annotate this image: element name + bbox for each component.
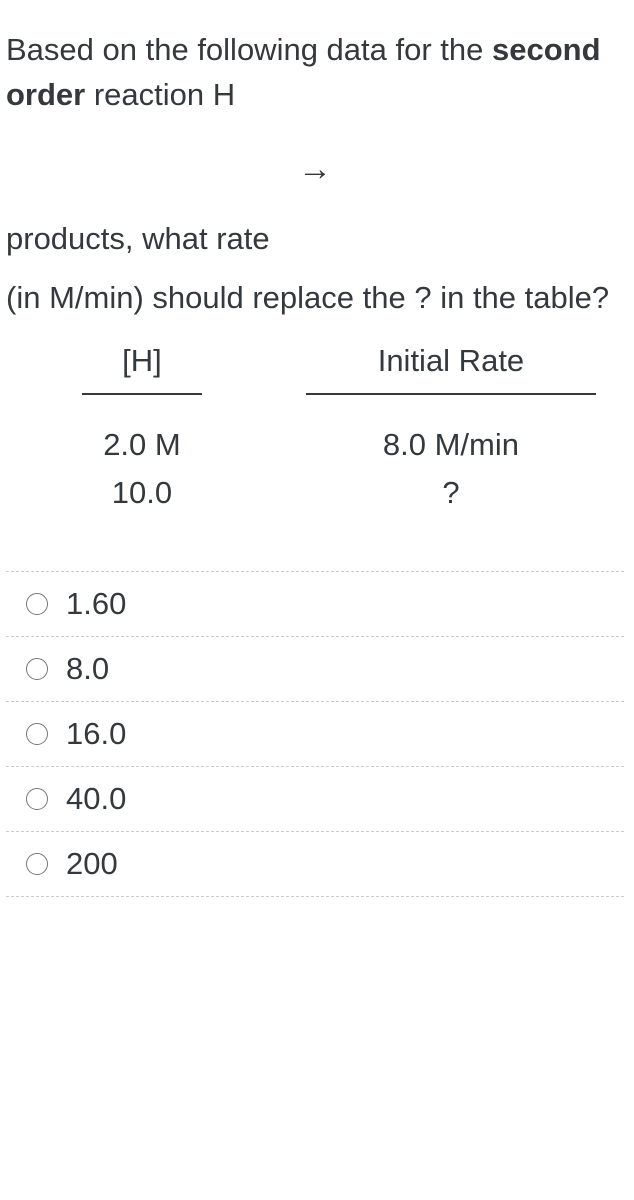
option-1[interactable]: 1.60	[6, 572, 624, 637]
cell-h: 2.0 M	[6, 421, 278, 469]
question-stem: Based on the following data for the seco…	[6, 28, 624, 118]
option-radio[interactable]	[26, 853, 48, 875]
header-h: [H]	[6, 343, 278, 379]
underline-h	[6, 393, 278, 395]
option-radio[interactable]	[26, 723, 48, 745]
table-row: 10.0 ?	[6, 469, 624, 517]
option-label: 1.60	[66, 586, 126, 622]
data-table: [H] Initial Rate 2.0 M 8.0 M/min 10.0 ?	[6, 343, 624, 517]
table-body: 2.0 M 8.0 M/min 10.0 ?	[6, 421, 624, 517]
question-container: Based on the following data for the seco…	[0, 0, 634, 897]
option-label: 16.0	[66, 716, 126, 752]
arrow-icon: →	[6, 118, 624, 217]
stem-post: reaction H	[85, 77, 235, 112]
option-radio[interactable]	[26, 658, 48, 680]
answer-options: 1.60 8.0 16.0 40.0 200	[6, 571, 624, 897]
table-row: 2.0 M 8.0 M/min	[6, 421, 624, 469]
stem-line3: (in M/min) should replace the ? in the t…	[6, 276, 624, 321]
option-radio[interactable]	[26, 788, 48, 810]
table-header-row: [H] Initial Rate	[6, 343, 624, 379]
cell-rate: ?	[278, 469, 624, 517]
stem-line2: products, what rate	[6, 217, 624, 262]
option-2[interactable]: 8.0	[6, 637, 624, 702]
stem-pre: Based on the following data for the	[6, 32, 492, 67]
option-4[interactable]: 40.0	[6, 767, 624, 832]
underline-rate	[278, 393, 624, 395]
header-rate: Initial Rate	[278, 343, 624, 379]
option-radio[interactable]	[26, 593, 48, 615]
option-label: 200	[66, 846, 118, 882]
option-label: 8.0	[66, 651, 109, 687]
cell-h: 10.0	[6, 469, 278, 517]
option-5[interactable]: 200	[6, 832, 624, 897]
header-underline-row	[6, 393, 624, 395]
option-label: 40.0	[66, 781, 126, 817]
option-3[interactable]: 16.0	[6, 702, 624, 767]
cell-rate: 8.0 M/min	[278, 421, 624, 469]
